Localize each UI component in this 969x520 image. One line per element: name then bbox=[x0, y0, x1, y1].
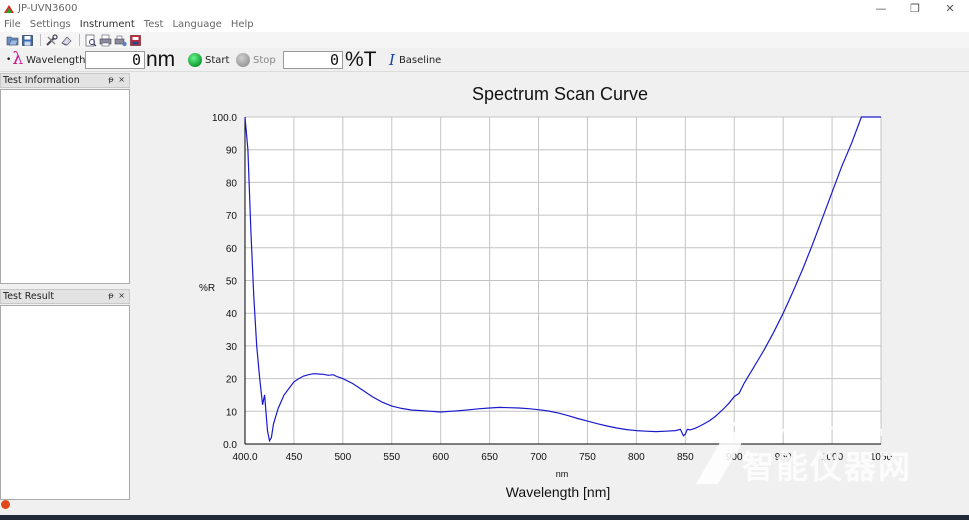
status-icon bbox=[1, 500, 10, 509]
test-information-panel bbox=[0, 89, 130, 284]
test-result-header: Test Result ᵽ × bbox=[0, 289, 130, 304]
x-tick-label: 850 bbox=[677, 452, 694, 463]
wavelength-button[interactable]: • λ Wavelength bbox=[6, 48, 85, 72]
measure-display: 0 bbox=[283, 51, 343, 69]
preview-icon[interactable] bbox=[84, 34, 97, 47]
menu-help[interactable]: Help bbox=[230, 19, 254, 30]
series-line bbox=[244, 116, 881, 443]
menu-file[interactable]: File bbox=[4, 19, 21, 30]
app-logo-icon bbox=[4, 4, 14, 13]
menu-instrument[interactable]: Instrument bbox=[79, 19, 135, 30]
watermark-url: www.ai17.com.cn bbox=[773, 423, 883, 439]
open-icon[interactable] bbox=[6, 34, 19, 47]
x-axis-label: Wavelength [nm] bbox=[506, 484, 611, 500]
measure-unit: %T bbox=[345, 48, 377, 71]
x-tick-label: 450 bbox=[286, 452, 303, 463]
close-icon: ✕ bbox=[945, 2, 955, 15]
y-tick-label: 80 bbox=[226, 178, 238, 189]
measurement-toolbar: • λ Wavelength 0 nm Start Stop 0 %T I Ba… bbox=[0, 48, 969, 72]
x-tick-label: 1050 bbox=[870, 452, 893, 463]
start-button[interactable]: Start bbox=[188, 48, 229, 72]
chart-grid bbox=[245, 116, 882, 444]
window-title: JP-UVN3600 bbox=[18, 3, 78, 14]
wavelength-label: Wavelength bbox=[26, 54, 86, 66]
y-tick-label: 10 bbox=[226, 407, 238, 418]
test-information-title: Test Information bbox=[3, 75, 80, 86]
test-result-panel bbox=[0, 305, 130, 500]
start-label: Start bbox=[205, 54, 230, 66]
stop-icon bbox=[236, 53, 250, 67]
test-result-title: Test Result bbox=[3, 291, 55, 302]
y-tick-label: 50 bbox=[226, 277, 238, 288]
x-tick-label: 750 bbox=[579, 452, 596, 463]
watermark-name: 智能仪器网 bbox=[742, 448, 912, 486]
y-tick-label: 20 bbox=[226, 375, 238, 386]
print-icon[interactable] bbox=[99, 34, 112, 47]
taskbar bbox=[0, 515, 969, 520]
y-tick-label: 70 bbox=[226, 211, 238, 222]
test-information-header: Test Information ᵽ × bbox=[0, 73, 130, 88]
y-tick-label: 90 bbox=[226, 146, 238, 157]
x-tick-label: 900 bbox=[726, 452, 743, 463]
chart-title: Spectrum Scan Curve bbox=[472, 84, 648, 104]
print-setup-icon[interactable] bbox=[114, 34, 127, 47]
y-axis-label: %R bbox=[199, 283, 215, 294]
menu-bar: File Settings Instrument Test Language H… bbox=[0, 17, 969, 32]
spectrum-chart: Spectrum Scan Curve 400.0 450 500 550 600 650… bbox=[199, 84, 893, 500]
y-tick-label: 100.0 bbox=[212, 113, 237, 124]
x-tick-label: 550 bbox=[383, 452, 400, 463]
wavelength-unit: nm bbox=[146, 48, 176, 71]
watermark-logo: www.ai17.com.cn 智能仪器网 bbox=[696, 414, 912, 486]
x-tick-label: 950 bbox=[775, 452, 792, 463]
toolbar-separator bbox=[40, 34, 41, 46]
x-tick-label: 600 bbox=[432, 452, 449, 463]
export-icon[interactable] bbox=[129, 34, 142, 47]
stop-button[interactable]: Stop bbox=[236, 48, 276, 72]
baseline-button[interactable]: I Baseline bbox=[389, 48, 441, 72]
maximize-button[interactable]: ❐ bbox=[900, 0, 930, 17]
x-tick-label: 700 bbox=[530, 452, 547, 463]
x-tick-label: 400.0 bbox=[232, 452, 257, 463]
toolbar-separator bbox=[79, 34, 80, 46]
stop-label: Stop bbox=[253, 54, 276, 66]
baseline-icon: I bbox=[389, 51, 395, 69]
menu-settings[interactable]: Settings bbox=[29, 19, 71, 30]
x-tick-label: 1000 bbox=[821, 452, 844, 463]
menu-language[interactable]: Language bbox=[172, 19, 222, 30]
x-tick-label: 800 bbox=[628, 452, 645, 463]
close-button[interactable]: ✕ bbox=[935, 0, 965, 17]
x-axis-unit: nm bbox=[556, 469, 569, 479]
tools-icon[interactable] bbox=[45, 33, 58, 47]
save-icon[interactable] bbox=[21, 34, 34, 47]
y-tick-label: 40 bbox=[226, 309, 238, 320]
y-tick-labels: 0.0 10 20 30 40 50 60 70 80 90 100.0 bbox=[212, 113, 237, 451]
icon-toolbar bbox=[0, 32, 969, 48]
y-tick-label: 60 bbox=[226, 244, 238, 255]
menu-test[interactable]: Test bbox=[143, 19, 164, 30]
clear-icon[interactable] bbox=[60, 34, 73, 47]
x-tick-label: 500 bbox=[335, 452, 352, 463]
start-icon bbox=[188, 53, 202, 67]
minimize-button[interactable]: — bbox=[866, 0, 896, 17]
title-bar: JP-UVN3600 — ❐ ✕ bbox=[0, 0, 969, 17]
maximize-icon: ❐ bbox=[910, 2, 920, 15]
x-tick-labels: 400.0 450 500 550 600 650 700 750 800 850 900 950 10… bbox=[232, 452, 892, 463]
panel-pin-close-icon[interactable]: ᵽ × bbox=[108, 291, 126, 300]
y-tick-label: 30 bbox=[226, 342, 238, 353]
x-tick-label: 650 bbox=[481, 452, 498, 463]
lambda-icon: • bbox=[6, 55, 12, 65]
y-tick-label: 0.0 bbox=[223, 440, 237, 451]
panel-pin-close-icon[interactable]: ᵽ × bbox=[108, 75, 126, 84]
baseline-label: Baseline bbox=[398, 54, 442, 66]
wavelength-lambda-icon: λ bbox=[12, 49, 24, 69]
wavelength-display: 0 bbox=[85, 51, 145, 69]
minimize-icon: — bbox=[875, 2, 887, 15]
